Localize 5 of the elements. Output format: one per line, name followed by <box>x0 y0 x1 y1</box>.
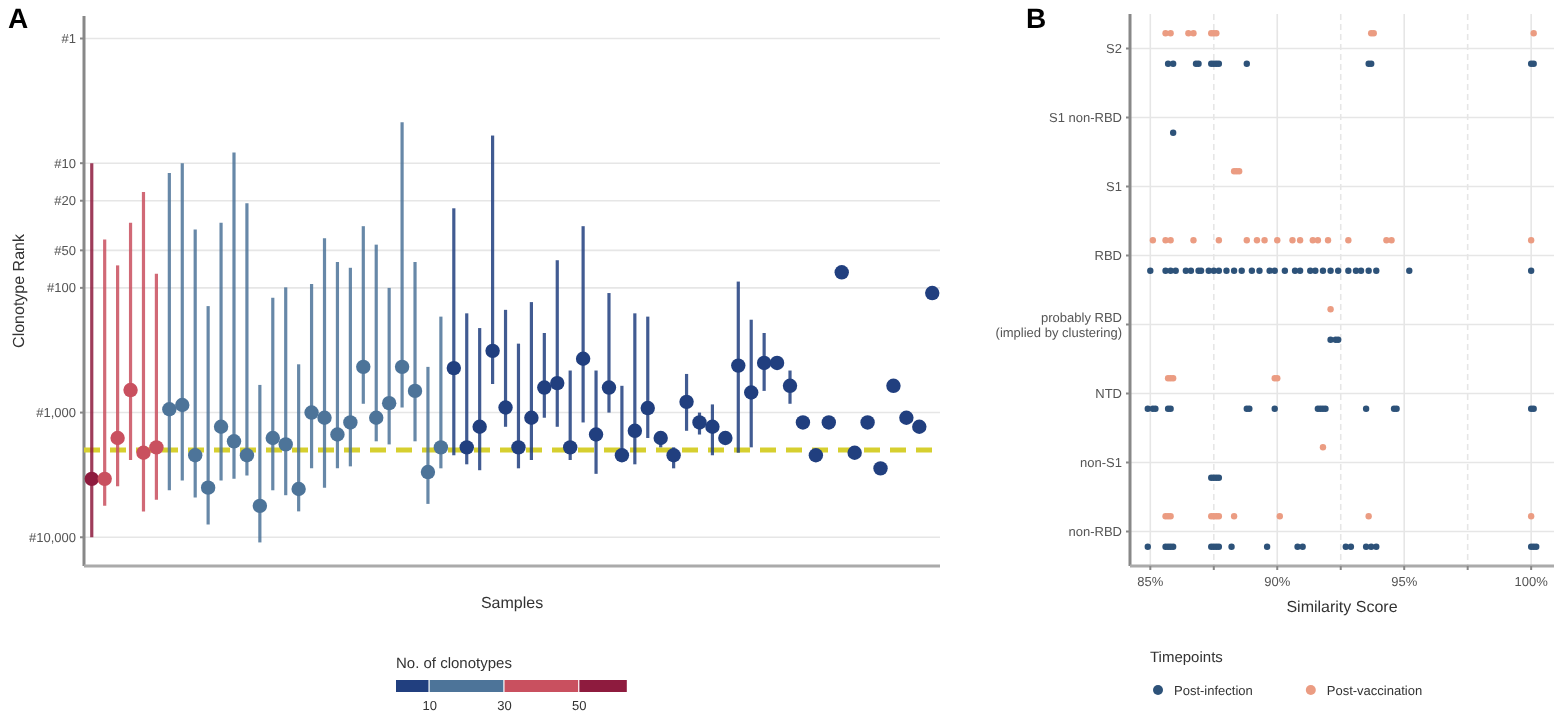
chart-title: A <box>8 2 29 34</box>
y-axis-title: Clonotype Rank <box>10 232 28 348</box>
x-axis-title: Similarity Score <box>1286 598 1399 616</box>
chart-title: B <box>1026 2 1047 34</box>
x-axis-title: Samples <box>480 594 544 612</box>
